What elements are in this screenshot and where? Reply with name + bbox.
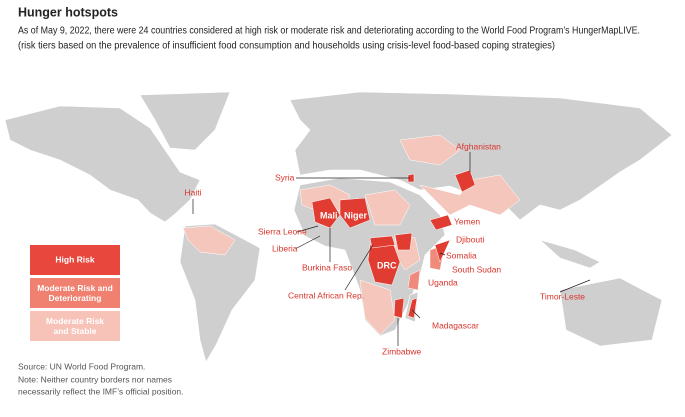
legend-swatch: [30, 311, 120, 341]
legend-label-box: Moderate Risk and Deteriorating: [37, 283, 113, 303]
legend: High Risk Moderate Risk and Deterioratin…: [30, 245, 120, 341]
country-label: DRC: [377, 260, 397, 270]
country-label: Madagascar: [432, 320, 479, 330]
source-note: necessarily reflect the IMF’s official p…: [18, 386, 184, 396]
legend-label: Moderate Risk and Stable: [45, 316, 105, 336]
country-label: Timor-Leste: [540, 291, 585, 301]
subtitle: As of May 9, 2022, there were 24 countri…: [18, 26, 640, 37]
source-note: Source: UN World Food Program.: [18, 361, 145, 371]
country-label: Djibouti: [456, 234, 484, 244]
country-label: Niger: [344, 210, 368, 220]
country-label: Haiti: [184, 187, 201, 197]
legend-label-box: Moderate Risk and Stable: [45, 316, 105, 336]
map-labels: Afghanistan Syria Haiti Mali Niger Yemen…: [184, 141, 591, 356]
country-label: Liberia: [272, 243, 298, 253]
country-label: South Sudan: [452, 264, 501, 274]
legend-swatch: [30, 278, 120, 308]
country-label: Syria: [275, 172, 295, 182]
country-label: Mali: [320, 210, 338, 220]
country-label: Burkina Faso: [302, 262, 352, 272]
country-label: Yemen: [454, 216, 480, 226]
country-label: Zimbabwe: [382, 346, 421, 356]
country-label: Central African Rep.: [288, 290, 364, 300]
source-note: Note: Neither country borders nor names: [18, 374, 172, 384]
country-label: Uganda: [428, 277, 458, 287]
legend-label: High Risk: [55, 254, 94, 264]
country-label: Somalia: [446, 250, 477, 260]
title: Hunger hotspots: [18, 5, 118, 19]
subtitle: (risk tiers based on the prevalence of i…: [18, 41, 555, 52]
country-label: Sierra Leone: [258, 226, 307, 236]
legend-label: Moderate Risk and Deteriorating: [37, 283, 113, 303]
country-label: Afghanistan: [456, 141, 501, 151]
legend-swatch: [30, 245, 120, 275]
map: [4, 91, 673, 363]
